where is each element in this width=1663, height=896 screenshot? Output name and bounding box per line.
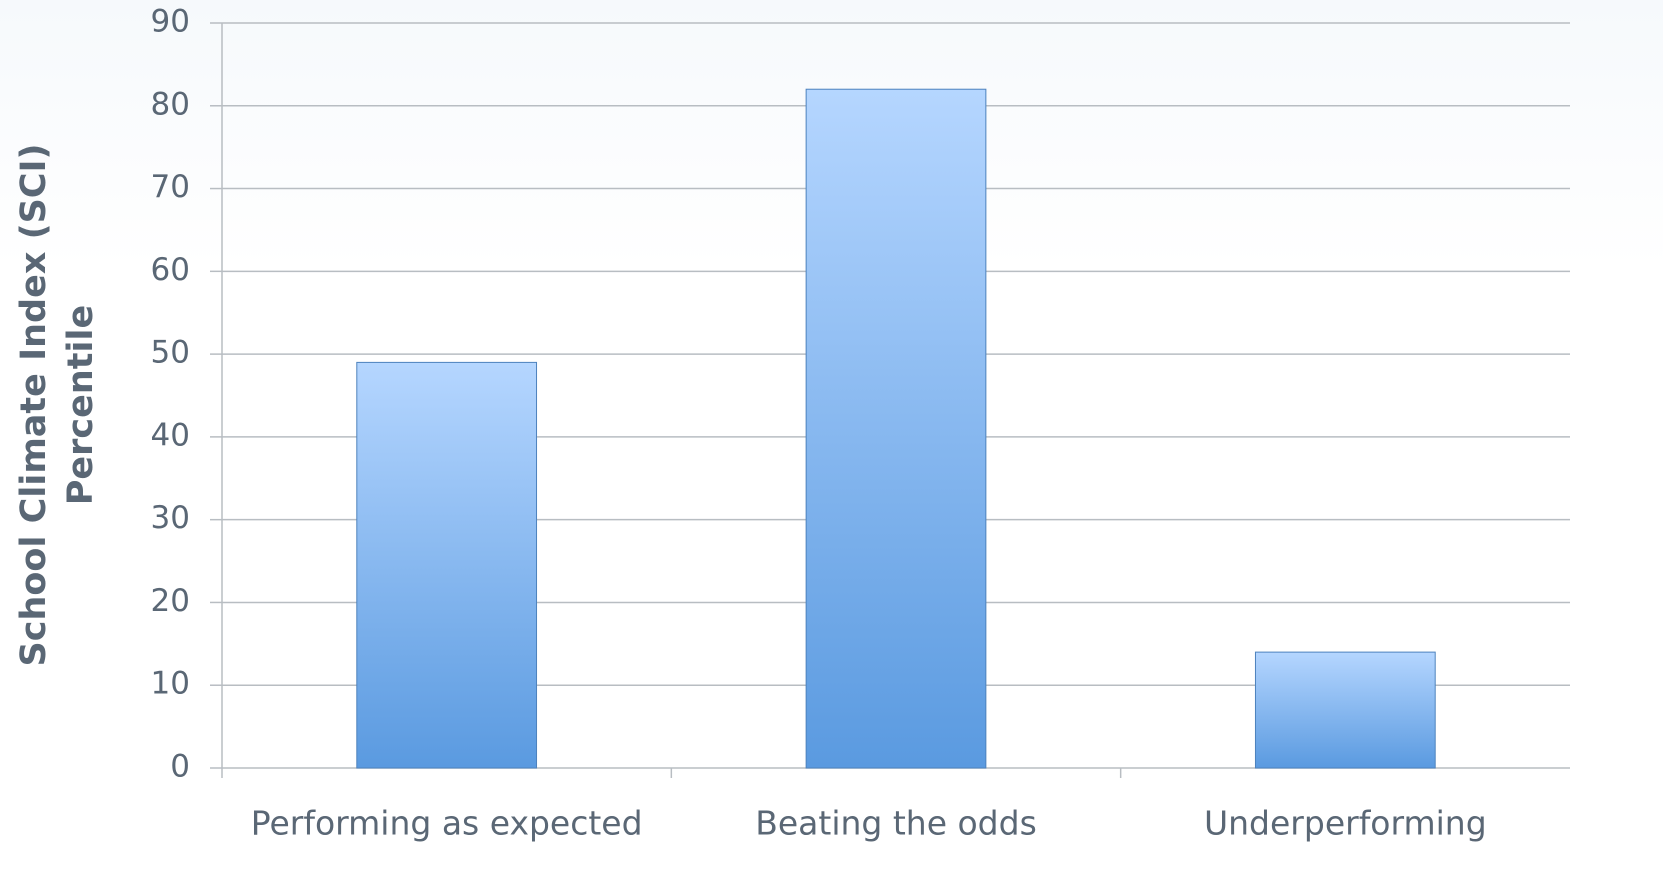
y-tick-label: 60	[151, 252, 190, 288]
y-tick-label: 50	[151, 335, 190, 371]
y-tick-label: 70	[151, 169, 190, 205]
y-tick-label: 90	[151, 4, 190, 40]
x-tick-label: Underperforming	[1204, 804, 1487, 843]
y-tick-label: 10	[151, 666, 190, 702]
x-tick-label: Performing as expected	[251, 804, 643, 843]
x-tick-label: Beating the odds	[755, 804, 1037, 843]
y-axis-label: School Climate Index (SCI)	[14, 144, 54, 667]
y-tick-label: 80	[151, 86, 190, 122]
bar	[356, 361, 538, 769]
y-tick-label: 20	[151, 583, 190, 619]
bar	[1254, 651, 1436, 769]
y-tick-label: 30	[151, 500, 190, 536]
bar	[805, 88, 987, 769]
y-tick-label: 0	[170, 749, 190, 785]
y-axis-label: Percentile	[61, 305, 101, 506]
y-tick-label: 40	[151, 417, 190, 453]
